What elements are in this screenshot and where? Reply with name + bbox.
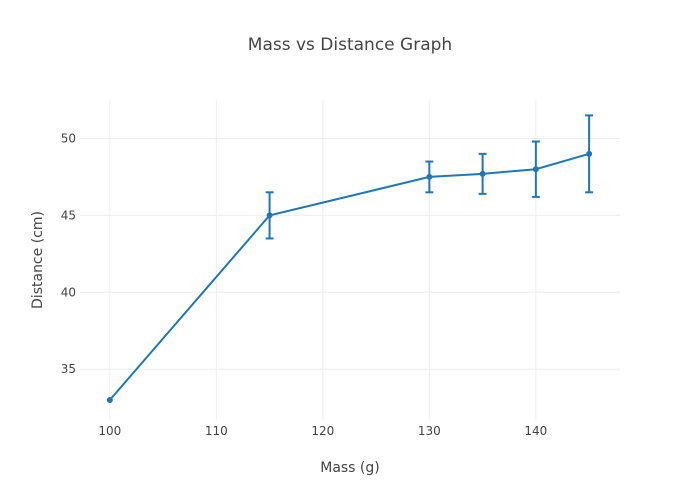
series-line: [109, 152, 590, 401]
x-axis-label: Mass (g): [320, 460, 380, 476]
y-tick-label: 45: [61, 208, 76, 222]
y-tick-label: 40: [61, 285, 76, 299]
series-trace: [106, 114, 594, 403]
x-tick-label: 140: [524, 424, 547, 438]
y-tick-label: 50: [61, 131, 76, 145]
tick-labels: 100 110 120 130 140 35 40 45 50: [61, 131, 548, 438]
data-point: [266, 212, 273, 219]
x-tick-label: 130: [418, 424, 441, 438]
grid: [80, 100, 620, 420]
data-point: [106, 397, 113, 403]
data-point: [532, 166, 539, 173]
y-tick-label: 35: [61, 362, 76, 376]
x-tick-label: 110: [205, 424, 228, 438]
chart-title: Mass vs Distance Graph: [248, 35, 452, 55]
data-point: [426, 173, 433, 180]
x-tick-label: 100: [98, 424, 121, 438]
y-axis-label: Distance (cm): [30, 211, 46, 309]
data-point: [479, 170, 486, 177]
data-point: [586, 150, 593, 157]
x-tick-label: 120: [311, 424, 334, 438]
